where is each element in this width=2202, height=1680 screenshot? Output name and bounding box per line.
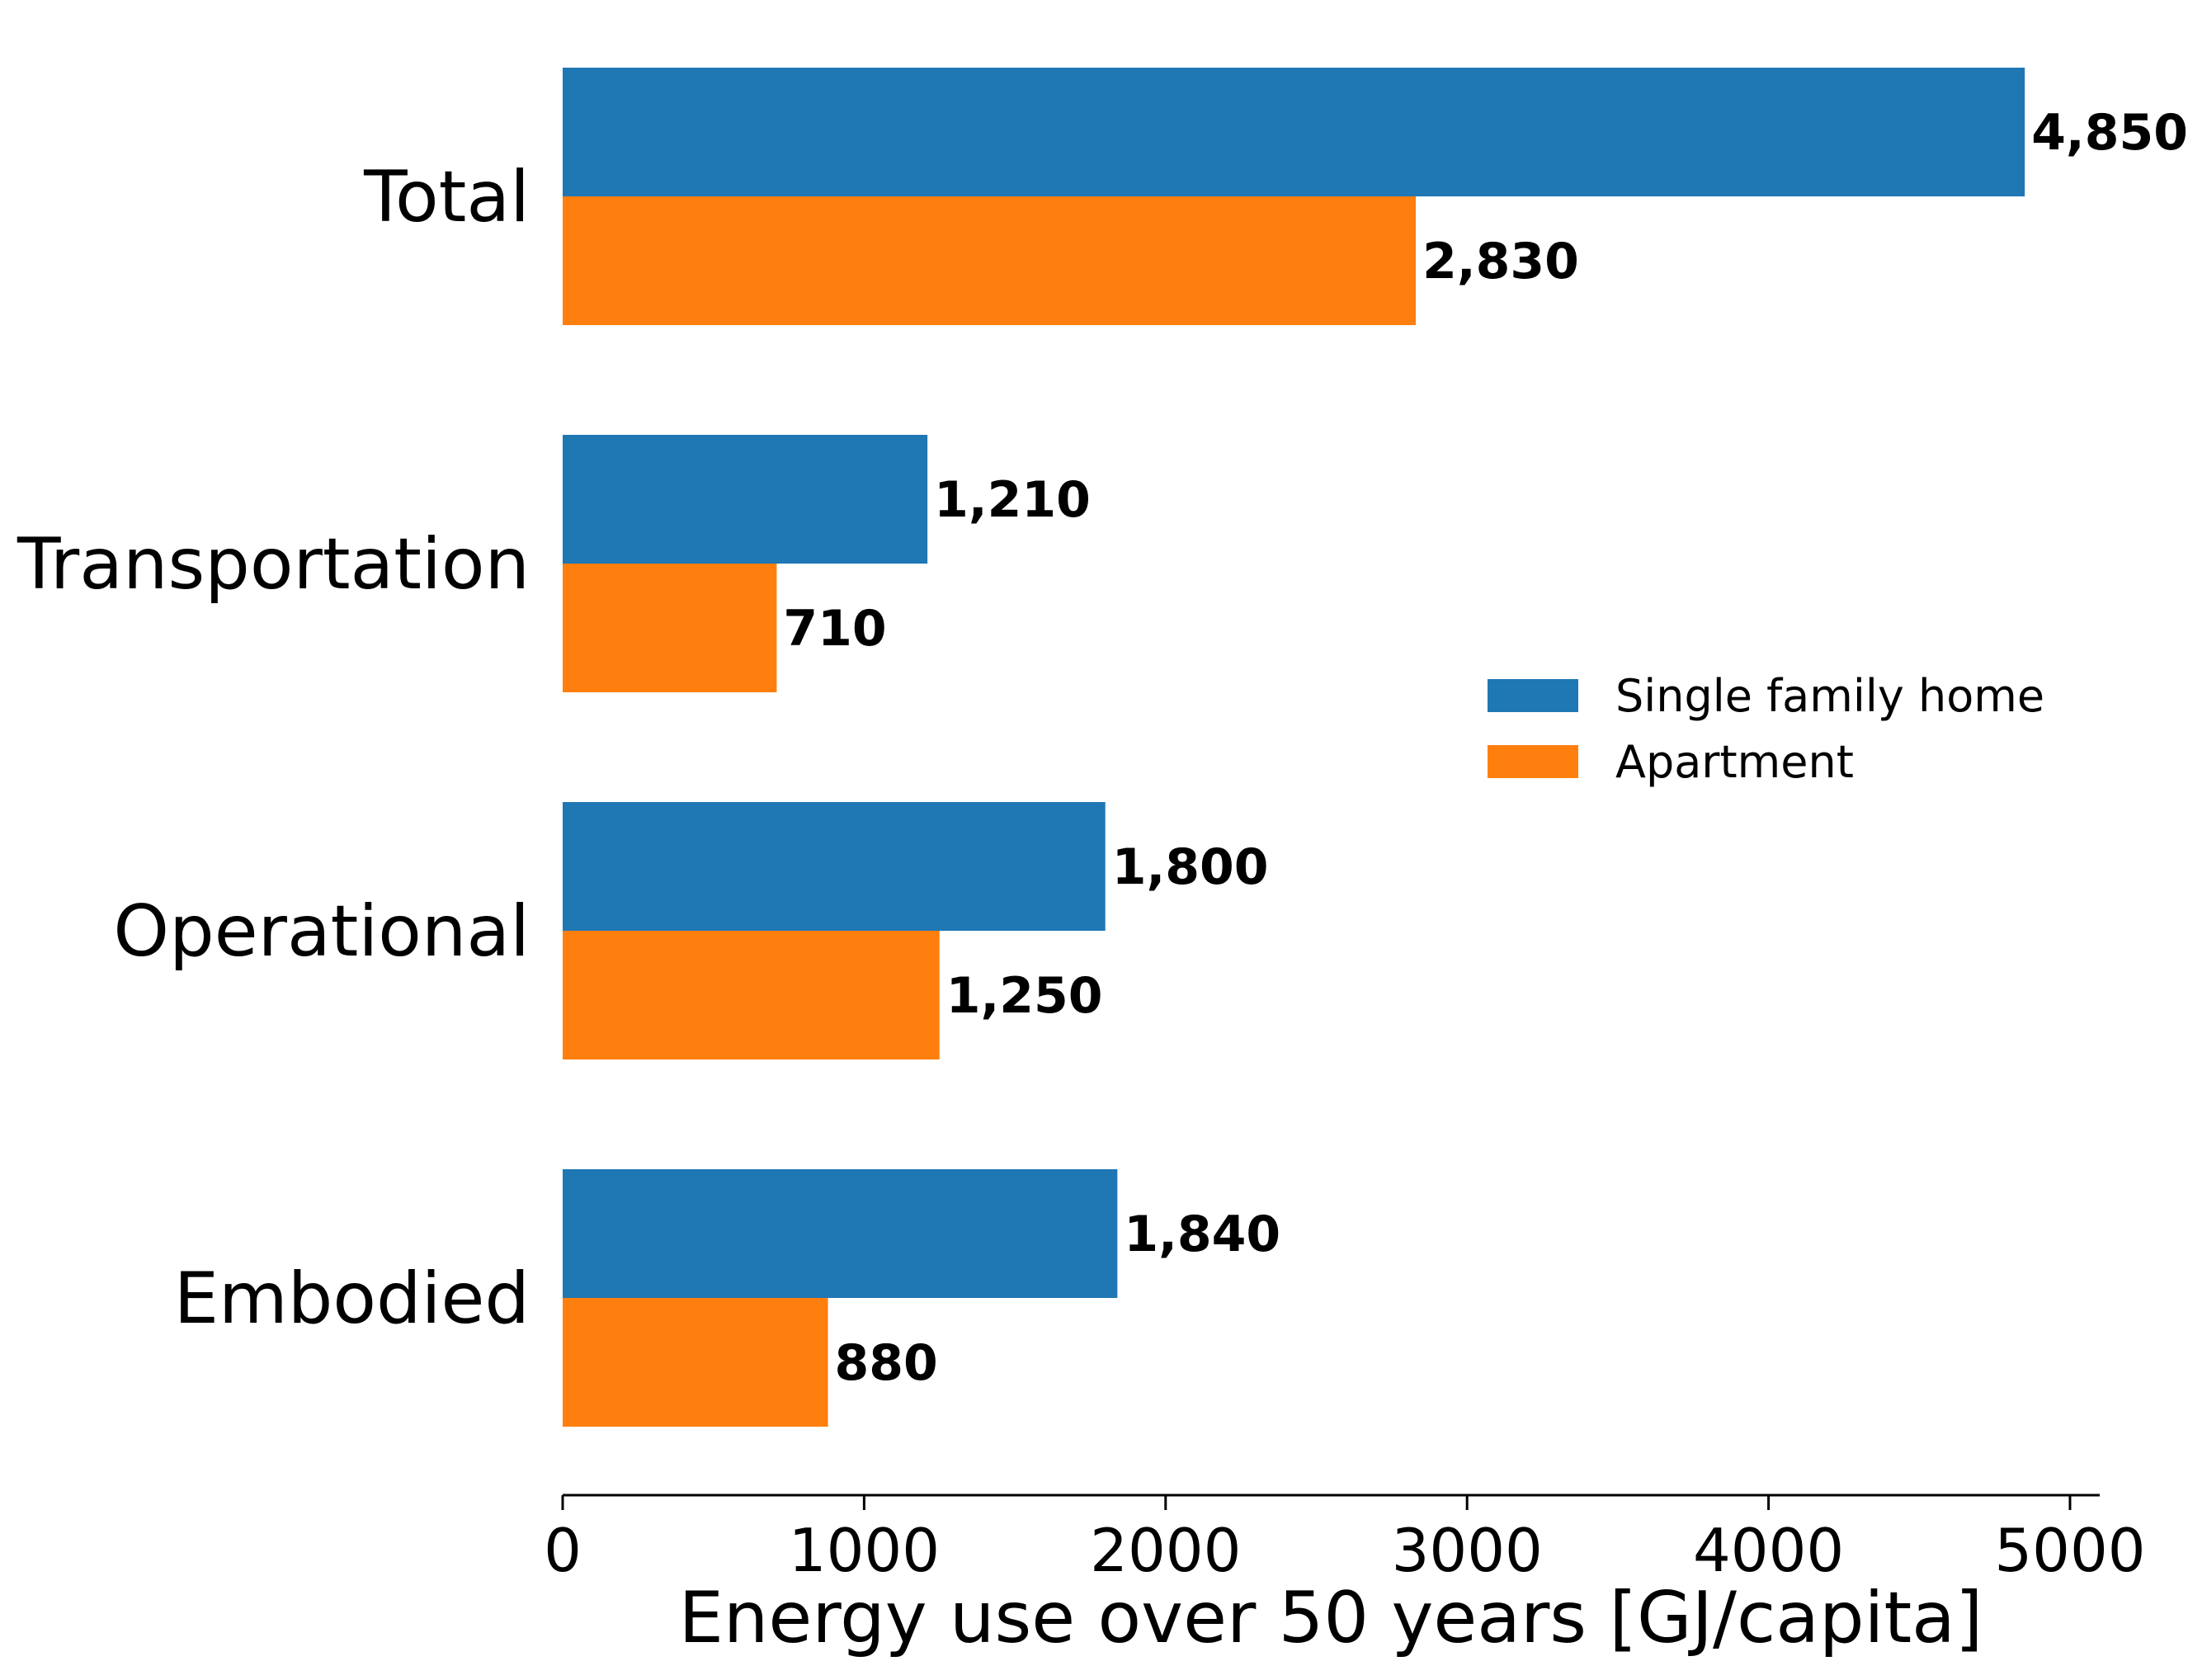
category-label-transportation: Transportation xyxy=(17,523,530,606)
value-label-transportation-series-1: 1,210 xyxy=(934,471,1091,529)
value-label-embodied-series-2: 880 xyxy=(835,1334,938,1392)
x-axis-title: Energy use over 50 years [GJ/capita] xyxy=(679,1577,1983,1659)
value-label-total-series-2: 2,830 xyxy=(1422,233,1579,290)
bar-total-series-1 xyxy=(563,68,2025,196)
bar-transportation-series-1 xyxy=(563,435,928,564)
legend-swatch-series-1 xyxy=(1488,679,1578,712)
x-axis: 0 1000 2000 3000 4000 5000 Energy use over 50… xyxy=(544,1494,2146,1659)
x-tick-label: 0 xyxy=(544,1516,582,1585)
legend-label-series-1: Single family home xyxy=(1615,670,2044,722)
legend-swatch-series-2 xyxy=(1488,745,1578,778)
bar-operational-series-1 xyxy=(563,802,1106,931)
x-tick-label: 5000 xyxy=(1994,1516,2145,1585)
bars-group xyxy=(563,68,2025,1427)
category-label-embodied: Embodied xyxy=(174,1258,530,1340)
x-tick-label: 3000 xyxy=(1392,1516,1543,1585)
category-label-total: Total xyxy=(363,156,530,238)
value-label-transportation-series-2: 710 xyxy=(783,600,886,658)
bar-operational-series-2 xyxy=(563,931,940,1059)
value-label-operational-series-1: 1,800 xyxy=(1112,838,1269,896)
bar-embodied-series-2 xyxy=(563,1298,828,1427)
x-tick-label: 4000 xyxy=(1693,1516,1844,1585)
value-label-total-series-1: 4,850 xyxy=(2031,104,2188,162)
bar-total-series-2 xyxy=(563,196,1417,325)
value-labels-group: 4,850 2,830 1,210 710 1,800 1,250 1,840 880 xyxy=(783,104,2188,1392)
x-ticks-group: 0 1000 2000 3000 4000 5000 xyxy=(544,1495,2146,1585)
category-label-operational: Operational xyxy=(113,890,530,973)
x-tick-label: 2000 xyxy=(1090,1516,1241,1585)
value-label-embodied-series-1: 1,840 xyxy=(1124,1206,1280,1263)
legend: Single family home Apartment xyxy=(1488,670,2044,788)
legend-label-series-2: Apartment xyxy=(1615,736,1854,788)
value-label-operational-series-2: 1,250 xyxy=(946,967,1103,1025)
bar-transportation-series-2 xyxy=(563,564,777,692)
category-labels-group: Total Transportation Operational Embodied xyxy=(17,156,530,1340)
x-tick-label: 1000 xyxy=(789,1516,940,1585)
bar-embodied-series-1 xyxy=(563,1169,1118,1298)
